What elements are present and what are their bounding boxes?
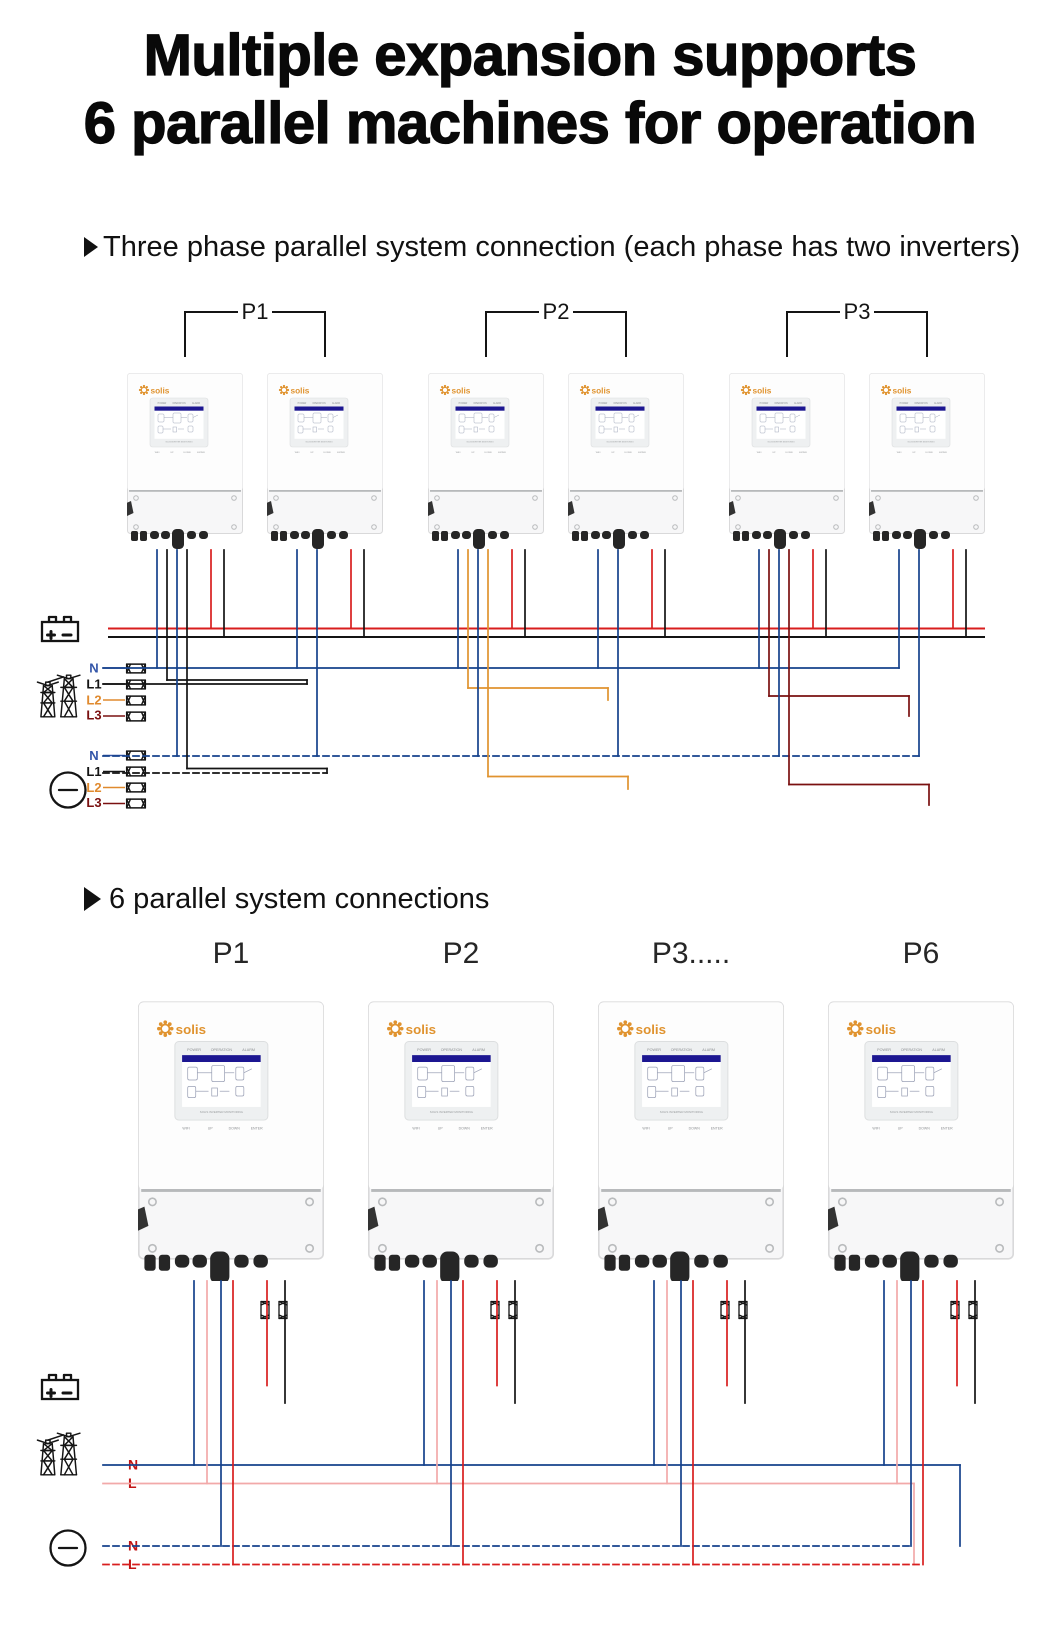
svg-text:L2: L2	[86, 693, 101, 708]
svg-text:L2: L2	[86, 780, 101, 795]
svg-text:N: N	[89, 748, 98, 763]
svg-text:L3: L3	[86, 795, 101, 810]
svg-text:L1: L1	[86, 764, 101, 779]
svg-text:L1: L1	[86, 677, 101, 692]
svg-text:N: N	[89, 661, 98, 676]
svg-text:L3: L3	[86, 708, 101, 723]
